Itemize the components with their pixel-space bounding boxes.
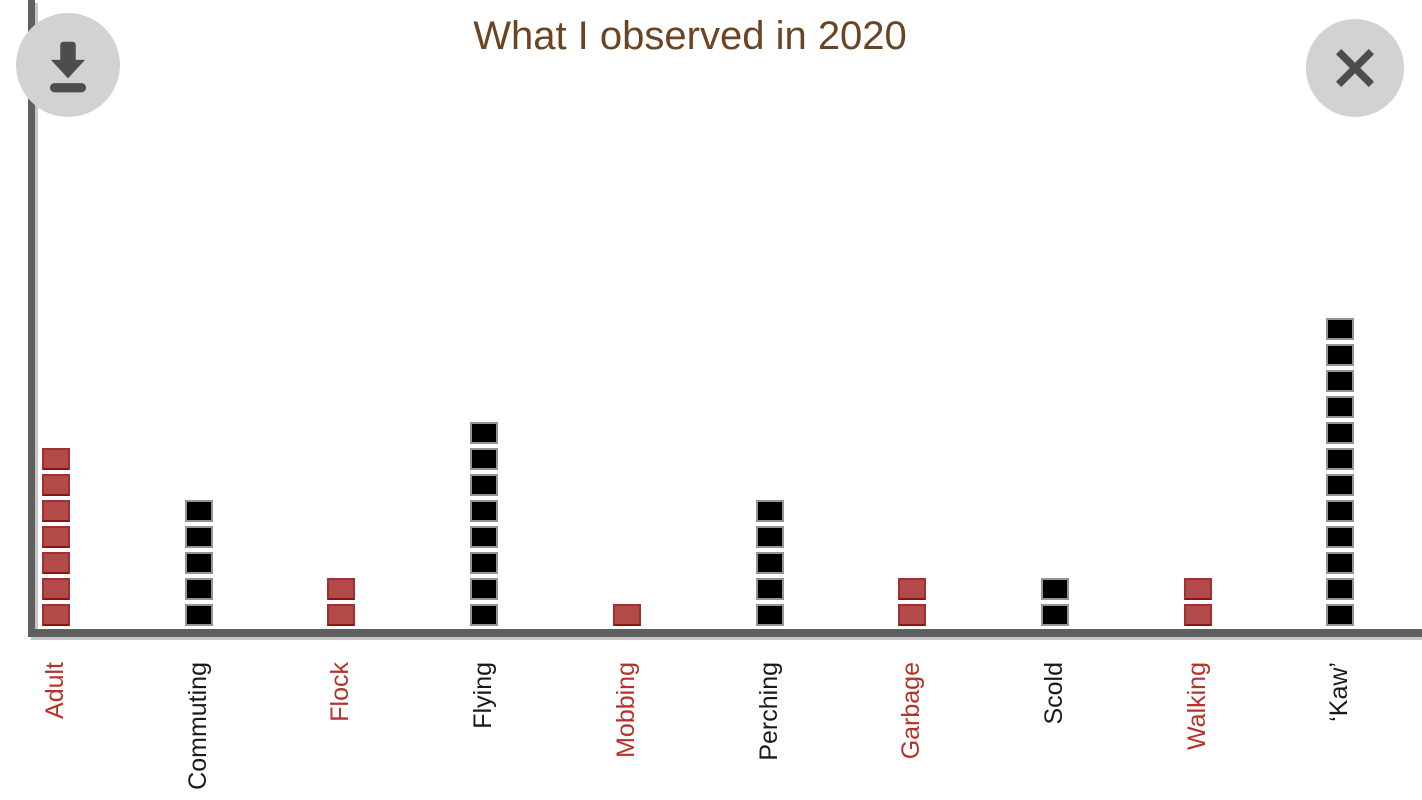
x-label-garbage: Garbage	[897, 662, 926, 760]
bar-kaw	[1326, 318, 1355, 626]
waffle-square	[184, 552, 213, 574]
bar-perching	[755, 500, 784, 626]
x-label-scold: Scold	[1039, 662, 1068, 725]
waffle-square	[1326, 500, 1355, 522]
waffle-square	[1326, 318, 1355, 340]
waffle-square	[755, 552, 784, 574]
waffle-square	[184, 604, 213, 626]
waffle-square	[755, 604, 784, 626]
waffle-square	[470, 552, 499, 574]
bar-commuting	[184, 500, 213, 626]
waffle-square	[1326, 474, 1355, 496]
waffle-square	[470, 422, 499, 444]
waffle-square	[1183, 604, 1212, 626]
bar-walking	[1183, 578, 1212, 626]
waffle-square	[1326, 370, 1355, 392]
x-label-flying: Flying	[469, 662, 498, 729]
waffle-square	[755, 500, 784, 522]
waffle-square	[1040, 578, 1069, 600]
close-icon	[1327, 40, 1383, 96]
y-axis	[28, 0, 35, 637]
waffle-square	[327, 578, 356, 600]
waffle-square	[184, 500, 213, 522]
x-label-adult: Adult	[41, 662, 69, 719]
waffle-square	[470, 500, 499, 522]
close-button[interactable]	[1306, 19, 1404, 117]
bar-flying	[470, 422, 499, 626]
x-label-commuting: Commuting	[183, 662, 212, 790]
waffle-square	[1183, 578, 1212, 600]
waffle-square	[184, 578, 213, 600]
bar-adult	[42, 448, 70, 626]
x-label-perching: Perching	[754, 662, 783, 761]
waffle-square	[470, 448, 499, 470]
x-label-mobbing: Mobbing	[611, 662, 640, 758]
waffle-square	[470, 526, 499, 548]
waffle-square	[612, 604, 641, 626]
waffle-square	[898, 578, 927, 600]
x-label-kaw: ‘Kaw’	[1325, 662, 1354, 722]
waffle-square	[327, 604, 356, 626]
x-label-flock: Flock	[326, 662, 355, 722]
waffle-square	[1326, 344, 1355, 366]
waffle-square	[1326, 604, 1355, 626]
waffle-square	[1326, 552, 1355, 574]
download-button[interactable]	[16, 13, 120, 117]
waffle-square	[42, 448, 70, 470]
waffle-square	[42, 526, 70, 548]
waffle-square	[1326, 578, 1355, 600]
waffle-square	[1040, 604, 1069, 626]
x-label-walking: Walking	[1182, 662, 1211, 750]
download-icon	[37, 34, 99, 96]
bar-flock	[327, 578, 356, 626]
x-axis	[28, 629, 1422, 637]
waffle-square	[184, 526, 213, 548]
waffle-square	[1326, 526, 1355, 548]
waffle-square	[470, 474, 499, 496]
waffle-square	[42, 474, 70, 496]
waffle-square	[470, 578, 499, 600]
waffle-square	[42, 500, 70, 522]
waffle-square	[42, 604, 70, 626]
waffle-square	[1326, 422, 1355, 444]
bar-scold	[1040, 578, 1069, 626]
waffle-square	[1326, 448, 1355, 470]
waffle-square	[42, 578, 70, 600]
waffle-square	[42, 552, 70, 574]
waffle-square	[898, 604, 927, 626]
waffle-square	[755, 578, 784, 600]
bar-garbage	[898, 578, 927, 626]
waffle-square	[755, 526, 784, 548]
bar-mobbing	[612, 604, 641, 626]
waffle-square	[470, 604, 499, 626]
waffle-square	[1326, 396, 1355, 418]
chart-title: What I observed in 2020	[473, 14, 907, 58]
